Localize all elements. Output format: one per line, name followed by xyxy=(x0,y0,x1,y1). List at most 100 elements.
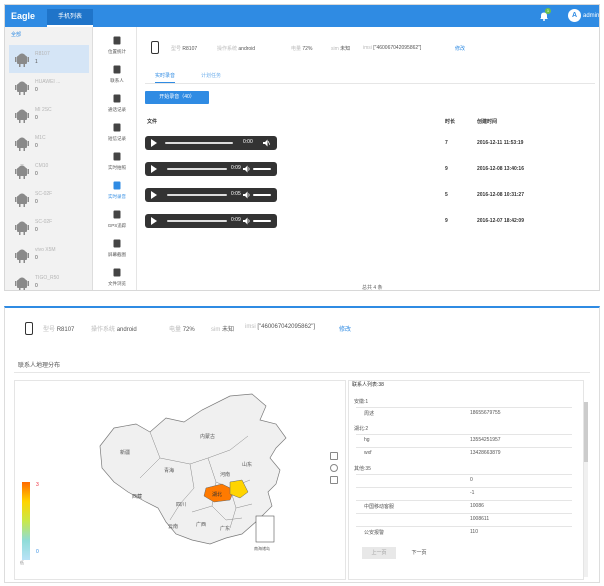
contact-group-label[interactable]: 其他:35 xyxy=(354,466,371,472)
map-label-guangxi: 广西 xyxy=(196,521,206,528)
tool-item[interactable]: 通话记录 xyxy=(97,91,137,119)
device-item[interactable]: CM10 0 xyxy=(9,157,89,185)
contact-row-divider xyxy=(356,513,572,514)
contact-group-label[interactable]: 安徽:1 xyxy=(354,399,369,405)
map-label-south-sea: 南海诸岛 xyxy=(254,545,270,551)
section-divider xyxy=(14,372,590,373)
device-name: SC-02F xyxy=(35,219,53,225)
audio-player[interactable]: 0:05 xyxy=(145,188,277,202)
volume-slider[interactable] xyxy=(253,220,271,222)
contacts-icon xyxy=(113,65,121,74)
tool-item[interactable]: 屏幕截图 xyxy=(97,236,137,264)
folder-icon xyxy=(113,268,121,277)
tool-label: 短信记录 xyxy=(108,136,126,141)
audio-progress[interactable] xyxy=(167,168,227,170)
map-container xyxy=(14,380,346,580)
volume-icon[interactable] xyxy=(243,217,250,225)
bell-icon[interactable] xyxy=(539,11,549,21)
next-page-button[interactable]: 下一页 xyxy=(411,550,427,556)
device-item[interactable]: M1C 0 xyxy=(9,129,89,157)
audio-time: 0:05 xyxy=(231,191,241,197)
tool-item[interactable]: GPS追踪 xyxy=(97,207,137,235)
device-count: 0 xyxy=(35,143,38,149)
imsi-key: imsi xyxy=(363,45,372,51)
device-name: R8107 xyxy=(35,51,50,57)
play-icon[interactable] xyxy=(151,165,157,173)
section-title: 联系人地理分布 xyxy=(18,363,61,369)
device-item[interactable]: R8107 1 xyxy=(9,45,89,73)
p2-battery: 电量 72% xyxy=(169,324,195,333)
device-item[interactable]: TIGO_R50 0 xyxy=(9,269,89,290)
tool-item[interactable]: 文件浏览 xyxy=(97,265,137,290)
device-list-header[interactable]: 全部 xyxy=(11,32,22,38)
volume-slider[interactable] xyxy=(253,194,271,196)
camera-icon xyxy=(113,152,121,161)
nav-tab-phone-list[interactable]: 手机列表 xyxy=(47,9,93,27)
contact-phone: 1008611 xyxy=(470,516,490,522)
audio-progress[interactable] xyxy=(167,194,227,196)
data-view-icon[interactable] xyxy=(330,452,338,460)
start-recording-button[interactable]: 开始录音（40） xyxy=(145,91,209,104)
legend-high: 3 xyxy=(36,482,39,488)
audio-player[interactable]: 0:09 xyxy=(145,214,277,228)
map-label-tibet: 西藏 xyxy=(132,493,142,500)
volume-icon[interactable] xyxy=(243,191,250,199)
play-icon[interactable] xyxy=(151,191,157,199)
duration-cell: 9 xyxy=(445,166,448,172)
battery-info: 电量 72% xyxy=(291,45,312,59)
device-item[interactable]: SC-02F 0 xyxy=(9,185,89,213)
china-map[interactable]: 新疆 西藏 内蒙古 青海 四川 云南 广西 广东 湖北 河南 山东 南海诸岛 xyxy=(80,388,320,560)
play-icon[interactable] xyxy=(151,139,157,147)
device-count: 1 xyxy=(35,59,38,65)
scrollbar-thumb[interactable] xyxy=(584,402,588,462)
audio-player[interactable]: 0:00 xyxy=(145,136,277,150)
device-count: 0 xyxy=(35,87,38,93)
table-total: 总共 4 条 xyxy=(362,285,383,291)
map-label-shandong: 山东 xyxy=(242,461,252,468)
tool-item[interactable]: 联系人 xyxy=(97,62,137,90)
audio-player[interactable]: 0:09 xyxy=(145,162,277,176)
tool-item[interactable]: 位置统计 xyxy=(97,33,137,61)
map-label-henan: 河南 xyxy=(220,471,230,478)
audio-progress[interactable] xyxy=(165,142,233,144)
scrollbar[interactable] xyxy=(584,402,588,577)
phone-call-icon xyxy=(113,94,121,103)
screenshot-icon xyxy=(113,239,121,248)
tool-item[interactable]: 实时录音 xyxy=(97,178,137,206)
tool-item[interactable]: 实时拍照 xyxy=(97,149,137,177)
refresh-icon[interactable] xyxy=(330,464,338,472)
audio-progress[interactable] xyxy=(167,220,227,222)
edit-link[interactable]: 修改 xyxy=(455,46,466,52)
contact-group-label[interactable]: 湖北:2 xyxy=(354,426,369,432)
created-cell: 2016-12-08 13:40:16 xyxy=(477,166,524,172)
download-icon[interactable] xyxy=(330,476,338,484)
contact-row-divider xyxy=(356,500,572,501)
contact-row-divider xyxy=(356,487,572,488)
app-logo: Eagle xyxy=(11,11,36,21)
tool-label: GPS追踪 xyxy=(107,223,127,228)
sim-key: sim xyxy=(331,46,339,52)
device-item[interactable]: HUAWEI ... 0 xyxy=(9,73,89,101)
edit-link[interactable]: 修改 xyxy=(339,327,352,333)
tab-realtime[interactable]: 实时录音 xyxy=(155,72,176,83)
volume-icon[interactable] xyxy=(243,165,250,173)
device-item[interactable]: vivo X5M 0 xyxy=(9,241,89,269)
prev-page-button[interactable]: 上一页 xyxy=(362,547,396,559)
play-icon[interactable] xyxy=(151,217,157,225)
contact-list-panel xyxy=(348,380,584,580)
device-item[interactable]: MI 2SC 0 xyxy=(9,101,89,129)
tool-item[interactable]: 短信记录 xyxy=(97,120,137,148)
mute-icon[interactable] xyxy=(263,139,270,147)
avatar[interactable]: A xyxy=(568,9,581,22)
audio-time: 0:09 xyxy=(231,217,241,223)
imsi-key: imsi xyxy=(245,324,256,330)
device-item[interactable]: SC-02F 0 xyxy=(9,213,89,241)
volume-slider[interactable] xyxy=(253,168,271,170)
username[interactable]: admin xyxy=(583,13,600,19)
tab-scheduled[interactable]: 计划任务 xyxy=(201,73,222,79)
p2-sim: sim 未知 xyxy=(211,324,234,333)
os-key: 操作系统 xyxy=(91,327,116,333)
device-count: 0 xyxy=(35,227,38,233)
device-info-bar: 型号 R8107 xyxy=(171,45,197,59)
map-label-guangdong: 广东 xyxy=(220,525,230,532)
